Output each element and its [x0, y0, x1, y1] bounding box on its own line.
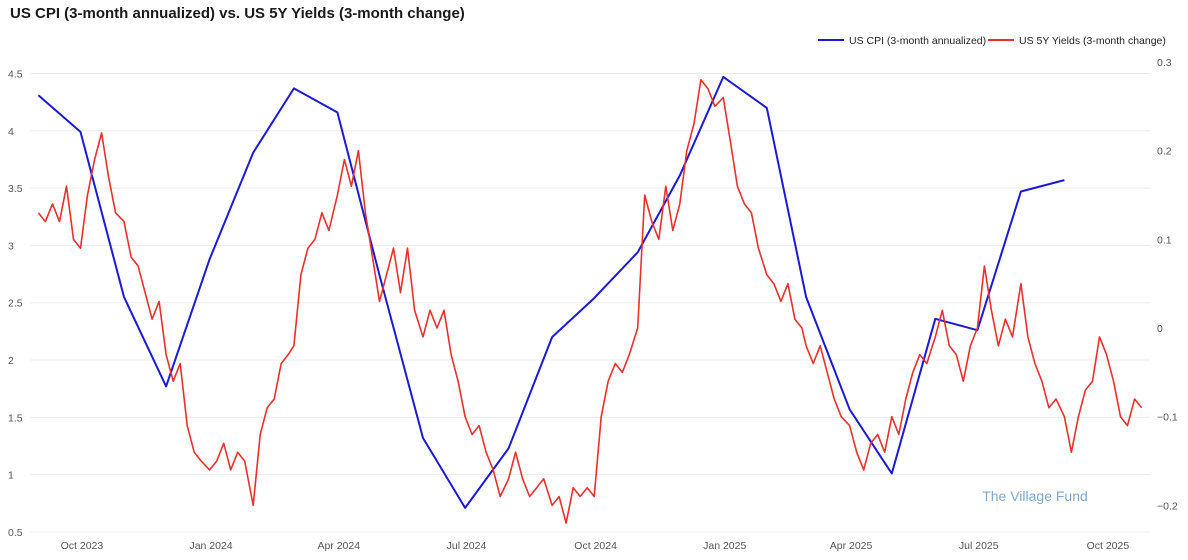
right-tick-label: 0.1 — [1157, 234, 1172, 246]
x-tick-label: Jan 2024 — [189, 540, 232, 552]
left-tick-label: 3 — [8, 240, 14, 252]
x-tick-label: Jul 2025 — [959, 540, 999, 552]
x-tick-label: Jul 2024 — [447, 540, 487, 552]
left-tick-label: 4.5 — [8, 68, 23, 80]
left-tick-label: 2.5 — [8, 298, 23, 310]
x-tick-label: Apr 2025 — [830, 540, 873, 552]
left-tick-label: 2 — [8, 355, 14, 367]
x-tick-label: Oct 2023 — [61, 540, 104, 552]
left-tick-label: 1.5 — [8, 412, 23, 424]
left-tick-label: 3.5 — [8, 183, 23, 195]
x-tick-label: Oct 2025 — [1087, 540, 1130, 552]
legend[interactable]: US CPI (3-month annualized) US 5Y Yields … — [818, 35, 1166, 47]
chart-title: US CPI (3-month annualized) vs. US 5Y Yi… — [10, 5, 465, 22]
left-axis-ticks: 0.5 1 1.5 2 2.5 3 3.5 4 4.5 — [8, 68, 23, 539]
legend-item-cpi-label: US CPI (3-month annualized) — [849, 35, 986, 47]
yields-series-line — [37, 78, 1143, 524]
legend-item-yields-label: US 5Y Yields (3-month change) — [1019, 35, 1166, 47]
right-axis-ticks: −0.2 −0.1 0 0.1 0.2 0.3 — [1157, 57, 1178, 512]
left-tick-label: 0.5 — [8, 527, 23, 539]
watermark-text: The Village Fund — [982, 488, 1088, 504]
series-lines — [37, 75, 1143, 524]
right-tick-label: 0 — [1157, 323, 1163, 335]
left-tick-label: 1 — [8, 470, 14, 482]
right-tick-label: 0.2 — [1157, 146, 1172, 158]
right-tick-label: 0.3 — [1157, 57, 1172, 69]
left-tick-label: 4 — [8, 126, 14, 138]
x-tick-label: Jan 2025 — [703, 540, 746, 552]
right-tick-label: −0.2 — [1157, 500, 1178, 512]
cpi-series-line — [37, 75, 1065, 509]
x-axis-ticks: Oct 2023 Jan 2024 Apr 2024 Jul 2024 Oct 2024… — [61, 540, 1130, 552]
right-tick-label: −0.1 — [1157, 412, 1178, 424]
x-tick-label: Apr 2024 — [317, 540, 360, 552]
x-tick-label: Oct 2024 — [574, 540, 617, 552]
